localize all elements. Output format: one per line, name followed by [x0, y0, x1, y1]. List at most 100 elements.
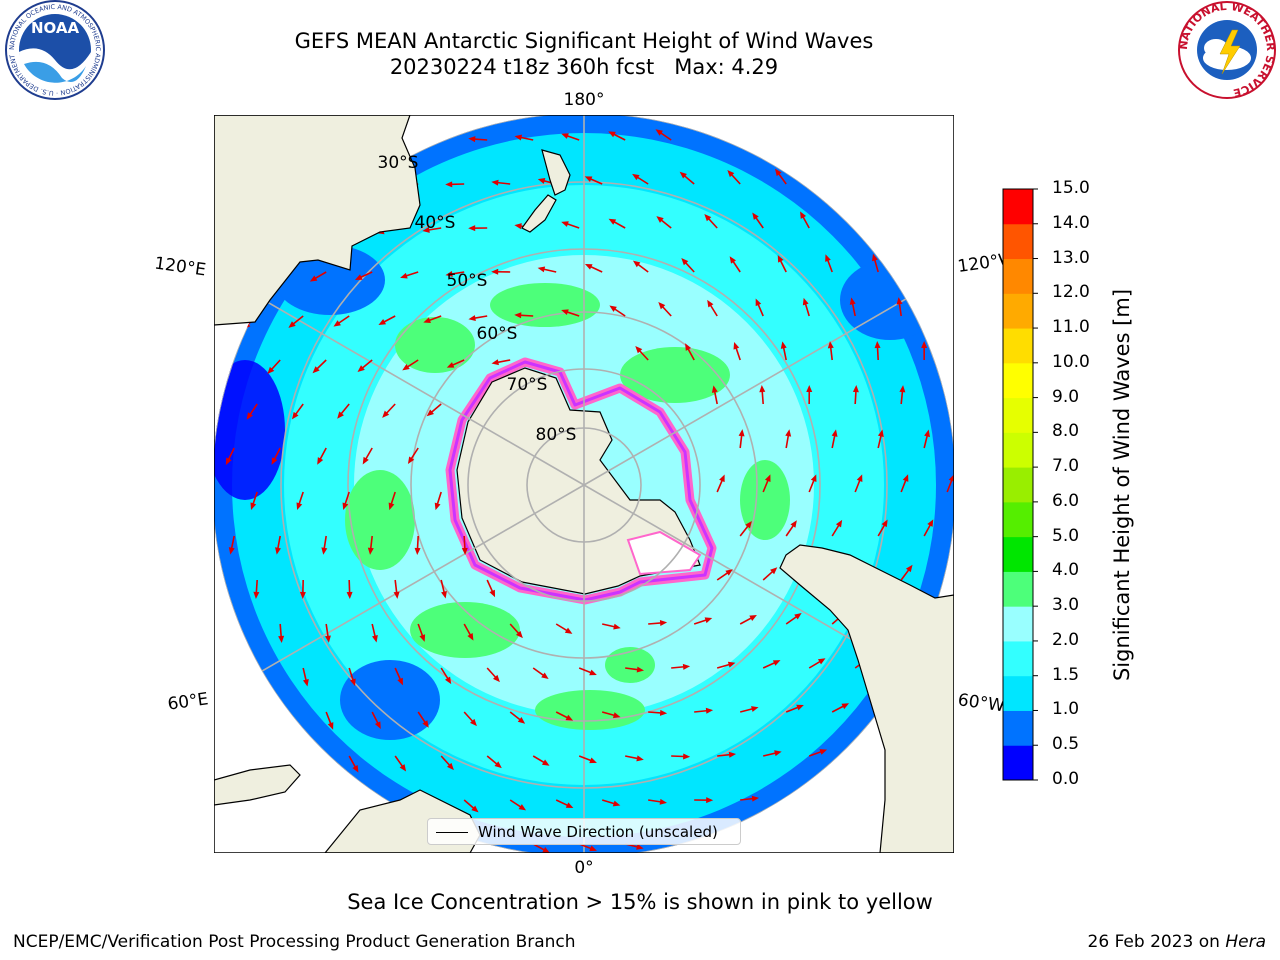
wave-direction-arrowhead	[267, 366, 275, 375]
wave-direction-arrowhead	[312, 366, 320, 374]
wave-direction-arrowhead	[655, 129, 663, 136]
wave-direction-arrowhead	[705, 707, 714, 714]
wave-direction-arrowhead	[810, 474, 817, 482]
wave-direction-arrowhead	[589, 669, 597, 676]
wave-direction-arrowhead	[470, 718, 477, 727]
wave-direction-arrowhead	[422, 720, 429, 728]
wave-direction-arrowhead	[719, 474, 725, 483]
wave-direction-arrowhead	[367, 547, 374, 555]
wave-patch-3m	[605, 647, 655, 683]
wave-direction-arrowhead	[228, 547, 235, 555]
wave-direction-arrowhead	[751, 706, 759, 712]
wave-direction-arrowhead	[299, 591, 306, 599]
wave-patch-3m	[620, 347, 730, 403]
wave-direction-arrowhead	[636, 666, 645, 673]
wave-direction-arrowhead	[796, 704, 804, 711]
wave-direction-arrowhead	[225, 457, 232, 466]
wave-direction-arrowhead	[422, 226, 430, 233]
wave-direction-arrowhead	[407, 456, 415, 465]
wave-direction-arrowhead	[711, 385, 718, 393]
wave-direction-arrowhead	[346, 591, 353, 599]
wind-wave-arrows	[225, 129, 954, 853]
colorbar-segment	[1003, 467, 1033, 503]
wave-direction-arrowhead	[704, 617, 713, 624]
colorbar-segment	[1003, 536, 1033, 572]
wave-direction-arrowhead	[350, 678, 356, 687]
wave-direction-arrowhead	[561, 221, 569, 227]
footer-machine: Hera	[1225, 932, 1266, 952]
sea-ice-inner	[448, 360, 714, 602]
colorbar-title: Significant Height of Wind Waves [m]	[1110, 288, 1134, 682]
weddell-ice	[626, 530, 702, 576]
colorbar-tick-label: 1.0	[1052, 699, 1080, 720]
colorbar-segment	[1003, 571, 1033, 607]
colorbar-tick-label: 1.5	[1052, 664, 1080, 685]
map-legend: Wind Wave Direction (unscaled)	[427, 818, 741, 845]
wave-direction-arrowhead	[467, 633, 474, 641]
wave-direction-arrowhead	[849, 297, 856, 305]
colorbar-segment	[1003, 640, 1033, 677]
wave-direction-arrowhead	[790, 520, 797, 528]
colorbar-tick-label: 6.0	[1052, 490, 1080, 511]
wave-direction-arrowhead	[492, 674, 500, 683]
wave-direction-arrowhead	[683, 753, 691, 760]
colorbar-segment	[1003, 293, 1033, 329]
lat-label-80s: 80°S	[536, 425, 577, 445]
wave-direction-arrowhead	[881, 519, 888, 528]
wave-direction-arrowhead	[402, 364, 410, 371]
wave-direction-arrowhead	[794, 612, 802, 620]
wave-direction-arrowhead	[461, 547, 468, 555]
wave-patch-3m	[395, 317, 475, 373]
wave-direction-arrowhead	[337, 411, 344, 419]
wave-direction-arrowhead	[317, 457, 324, 465]
colorbar-tick-label: 5.0	[1052, 525, 1080, 546]
colorbar-tick-label: 14.0	[1052, 212, 1090, 233]
wave-direction-arrowhead	[518, 804, 527, 811]
wave-direction-arrowhead	[681, 258, 689, 266]
wave-direction-arrowhead	[656, 216, 664, 223]
wave-direction-arrowhead	[444, 676, 452, 685]
wave-direction-arrowhead	[774, 750, 782, 757]
wave-direction-arrowhead	[491, 179, 499, 186]
colorbar-tick-label: 4.0	[1052, 560, 1080, 581]
wave-direction-arrowhead	[468, 315, 476, 321]
wave-direction-arrowhead	[682, 663, 691, 670]
wave-direction-arrowhead	[357, 365, 365, 373]
colorbar	[1002, 188, 1038, 781]
wave-direction-arrowhead	[635, 346, 643, 354]
wave-direction-arrowhead	[399, 764, 407, 772]
wave-direction-arrowhead	[704, 214, 712, 222]
wave-direction-arrowhead	[706, 797, 714, 804]
wave-direction-arrowhead	[491, 268, 499, 275]
colorbar-segment	[1003, 258, 1033, 294]
wave-direction-arrowhead	[494, 761, 502, 769]
wave-direction-arrowhead	[755, 298, 762, 307]
nws-logo: NATIONAL WEATHER SERVICE	[1177, 0, 1277, 99]
wave-direction-arrowhead	[291, 411, 299, 420]
wave-direction-arrowhead	[827, 341, 834, 349]
wave-direction-arrowhead	[333, 320, 341, 327]
wave-patch-3m	[410, 602, 520, 658]
wave-direction-arrowhead	[471, 805, 479, 813]
wave-direction-arrowhead	[352, 765, 359, 773]
wave-direction-arrowhead	[541, 759, 550, 766]
wave-direction-arrowhead	[441, 590, 447, 599]
chart-title: GEFS MEAN Antarctic Significant Height o…	[0, 28, 1168, 80]
wave-direction-arrowhead	[759, 385, 766, 393]
wave-direction-arrowhead	[877, 429, 884, 437]
wave-direction-arrowhead	[948, 474, 954, 482]
wave-direction-arrowhead	[445, 270, 453, 277]
wave-direction-arrowhead	[393, 591, 400, 599]
wave-direction-arrowhead	[447, 762, 454, 771]
wave-direction-arrowhead	[728, 751, 737, 758]
wave-direction-arrowhead	[902, 474, 909, 482]
colorbar-segment	[1003, 432, 1033, 468]
lon-label-120e: 120°E	[153, 254, 207, 281]
wave-direction-arrowhead	[785, 429, 792, 437]
colorbar-segment	[1003, 710, 1033, 746]
wave-direction-arrowhead	[841, 703, 850, 710]
wave-direction-arrowhead	[271, 457, 278, 465]
wave-direction-arrowhead	[632, 173, 640, 181]
wave-direction-arrowhead	[542, 847, 550, 853]
wave-direction-arrowhead	[302, 679, 309, 687]
